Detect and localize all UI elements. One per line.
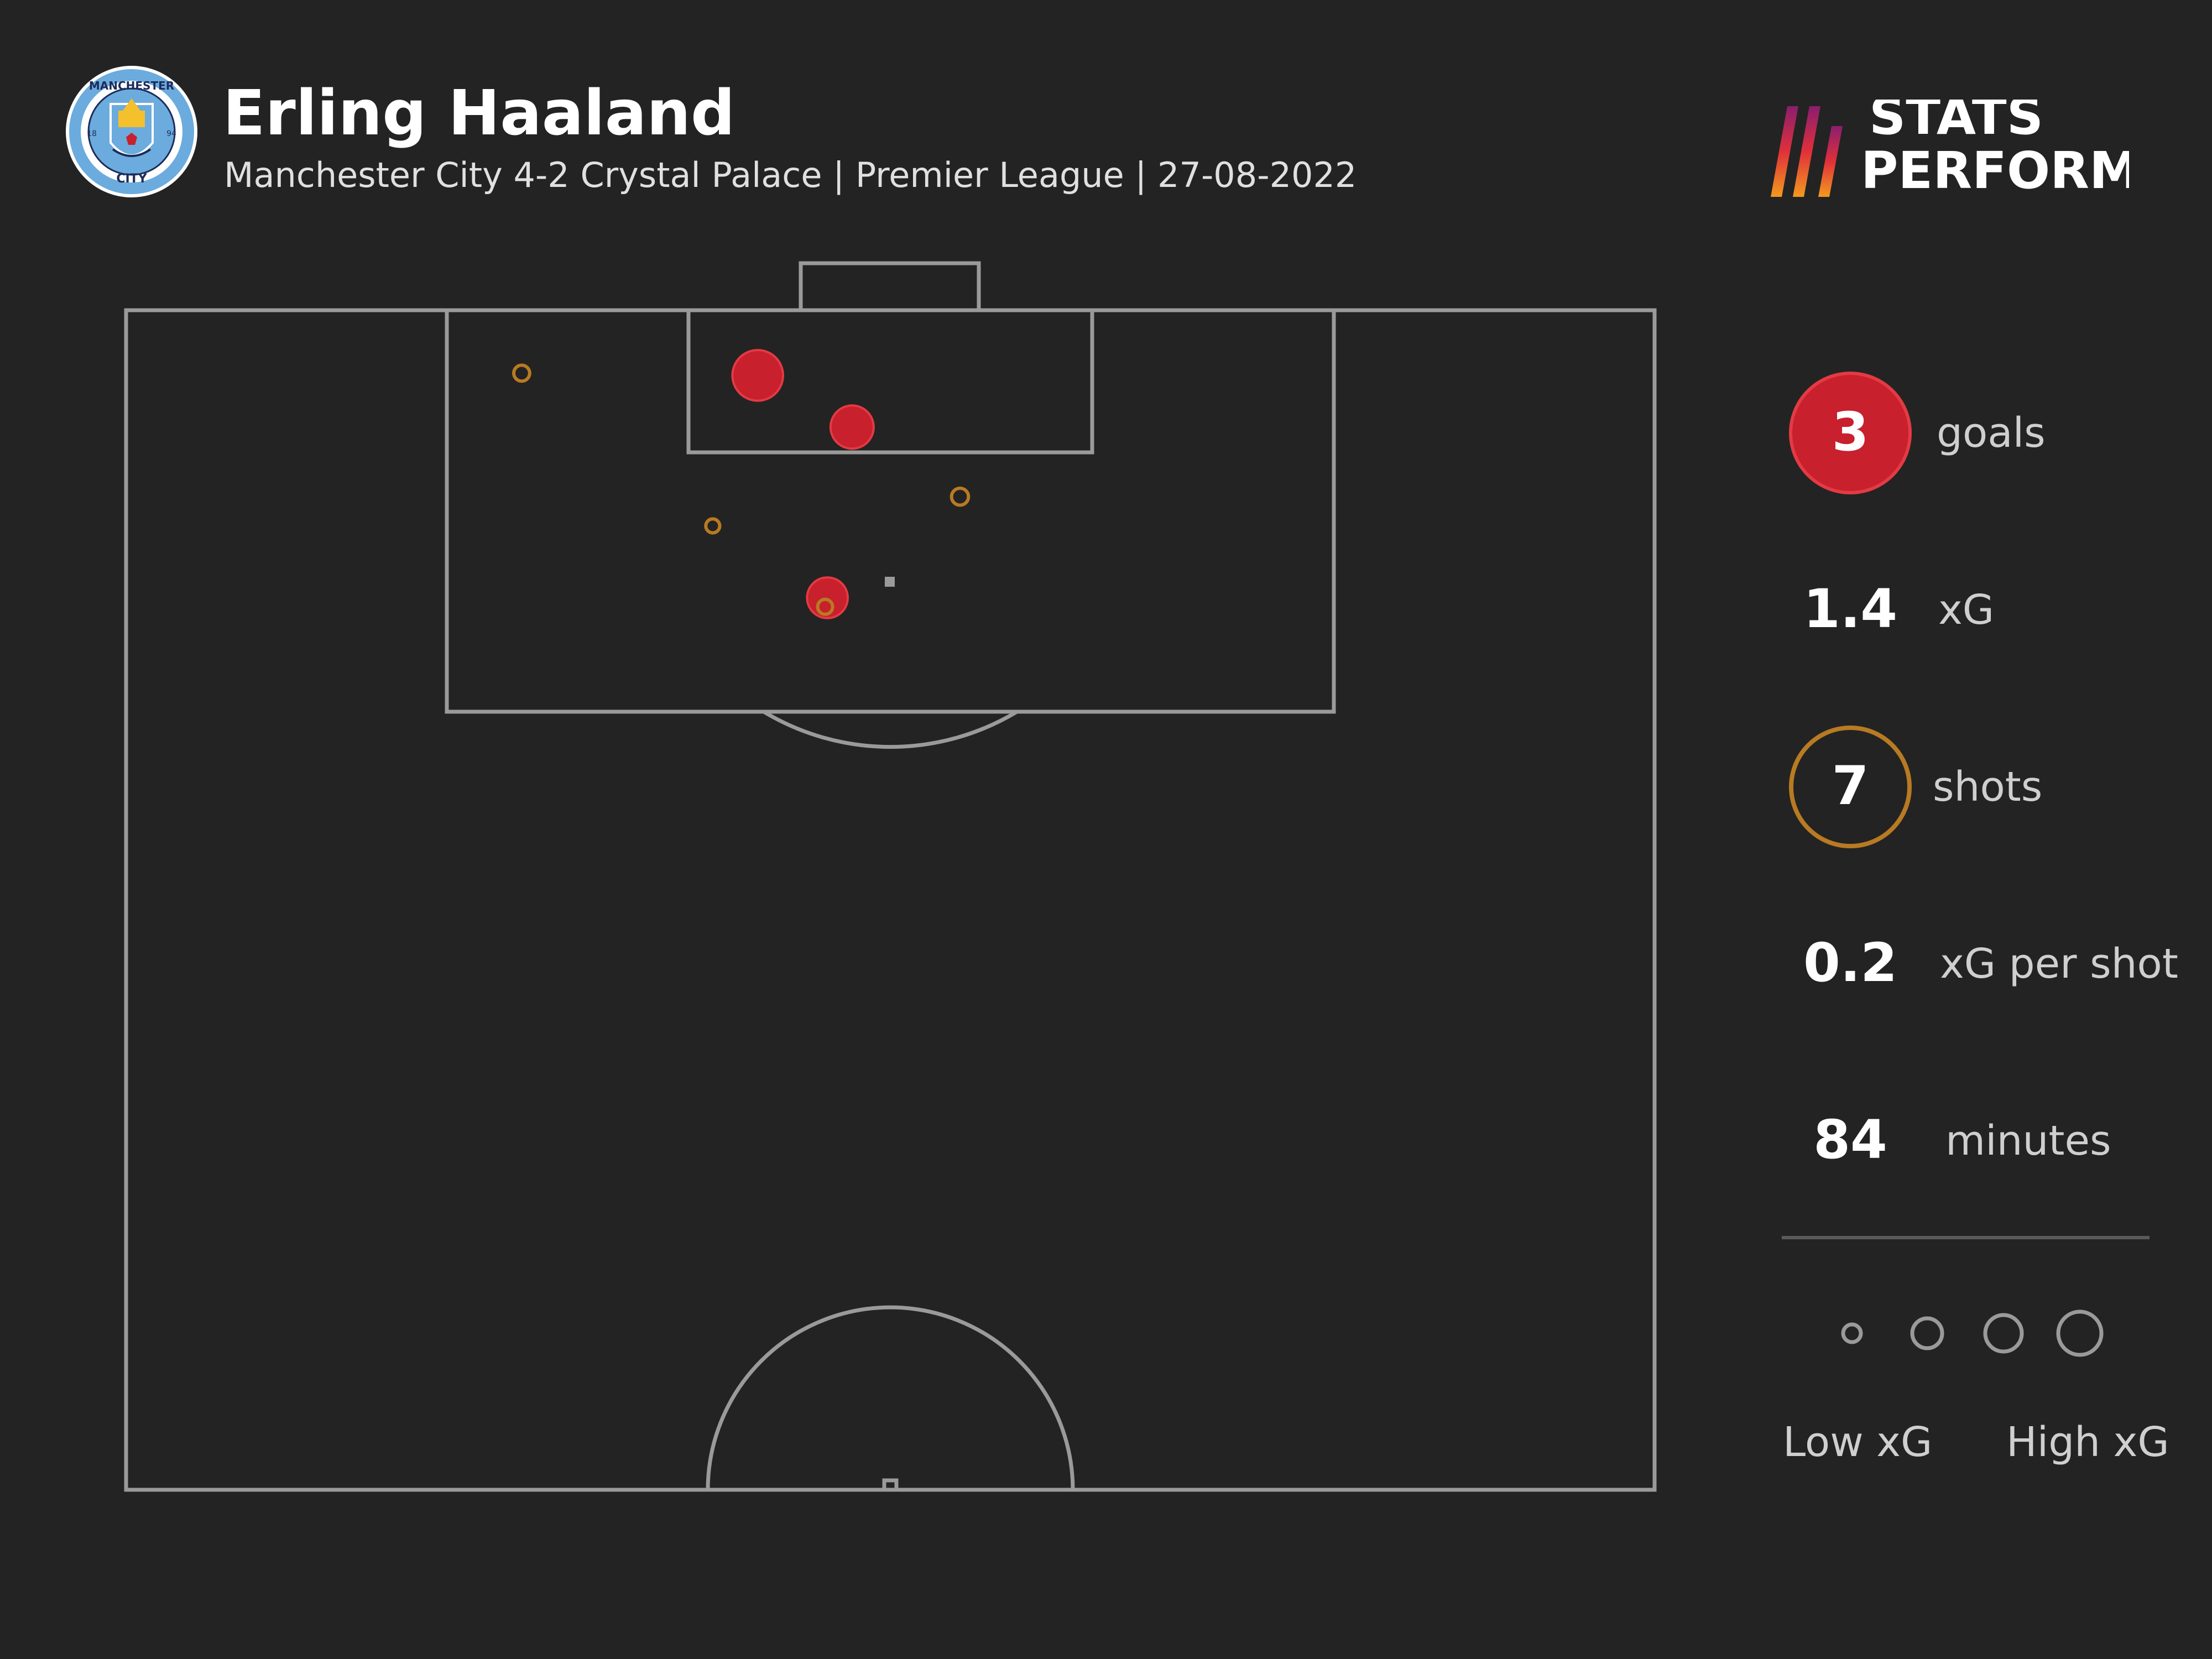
stat-goals-label: goals <box>1937 409 2046 457</box>
stat-shots-label: shots <box>1933 763 2043 811</box>
player-name: Erling Haaland <box>223 77 735 149</box>
badge-bottom-text: CITY <box>116 172 147 186</box>
pitch-boundary <box>124 308 1657 1492</box>
six-yard-box <box>686 308 1094 455</box>
shot-goal-3 <box>806 576 849 619</box>
badge-ring-text: MANCHESTER <box>89 79 174 92</box>
stat-shots-value: 7 <box>1832 755 1869 817</box>
stat-goals-value: 3 <box>1832 401 1869 463</box>
penalty-arc <box>763 710 1018 749</box>
brand-line-2: PERFORM <box>1861 141 2129 200</box>
goal-frame <box>799 261 981 312</box>
stat-xg-value: 1.4 <box>1803 578 1898 640</box>
match-subtitle: Manchester City 4-2 Crystal Palace | Pre… <box>224 155 1357 195</box>
penalty-box <box>445 308 1336 714</box>
stats-divider <box>1782 1236 2150 1239</box>
badge-year-left: 18 <box>87 129 97 138</box>
legend-low-label: Low xG <box>1783 1418 1933 1466</box>
shot-goal-1 <box>731 349 784 402</box>
stat-xg-label: xG <box>1938 586 1995 634</box>
penalty-spot <box>885 577 895 587</box>
centre-circle-half <box>706 1305 1075 1490</box>
shot-no-goal-5 <box>512 363 531 383</box>
shots-circle-icon <box>1789 726 1912 848</box>
shot-no-goal-6 <box>704 517 722 535</box>
legend-high-label: High xG <box>2006 1418 2169 1466</box>
stat-xg-per-shot-label: xG per shot <box>1940 940 2178 988</box>
brand-line-1: STATS <box>1869 100 2043 146</box>
stat-xg-per-shot-value: 0.2 <box>1803 932 1898 994</box>
club-badge-icon: MANCHESTER CITY 18 94 <box>66 66 197 197</box>
centre-spot <box>882 1478 899 1492</box>
goals-circle-icon <box>1789 372 1912 494</box>
stat-minutes-value: 84 <box>1813 1109 1887 1171</box>
shot-goal-2 <box>829 404 875 450</box>
stat-minutes-label: minutes <box>1945 1117 2111 1165</box>
shot-no-goal-7 <box>950 486 971 507</box>
stats-perform-logo-icon: STATS PERFORM <box>1771 100 2129 200</box>
shot-no-goal-4 <box>816 597 834 616</box>
badge-year-right: 94 <box>166 129 176 138</box>
